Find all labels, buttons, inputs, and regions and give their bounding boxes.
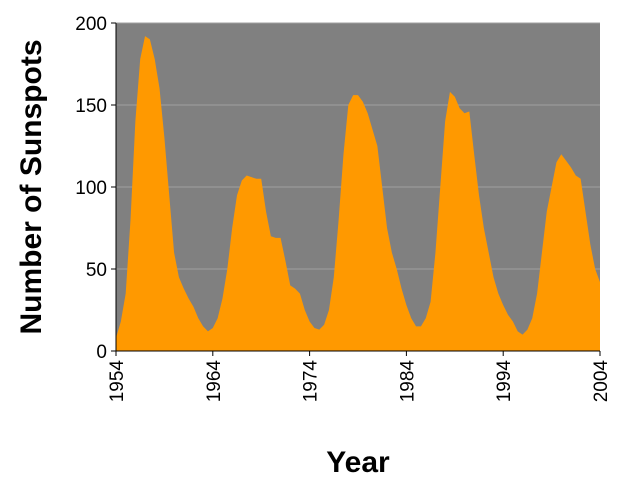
y-tick-label: 150 [75,96,107,117]
sunspot-area [116,36,600,352]
y-tick-label: 200 [75,14,107,35]
x-axis-title: Year [326,446,390,479]
x-tick-label: 1964 [204,360,225,403]
y-tick-label: 50 [86,260,107,281]
y-tick-label: 100 [75,178,107,199]
x-tick-label: 1984 [397,360,418,403]
x-axis-ticks: 1954 1964 1974 1984 1994 2004 [107,351,612,402]
x-tick-label: 1994 [494,360,515,403]
x-tick-label: 2004 [591,360,612,403]
x-tick-label: 1974 [301,360,322,403]
y-axis-title: Number of Sunspots [15,39,48,334]
y-tick-label: 0 [96,342,107,363]
x-tick-label: 1954 [107,360,128,403]
y-axis-ticks: 0 50 100 150 200 [75,14,116,363]
